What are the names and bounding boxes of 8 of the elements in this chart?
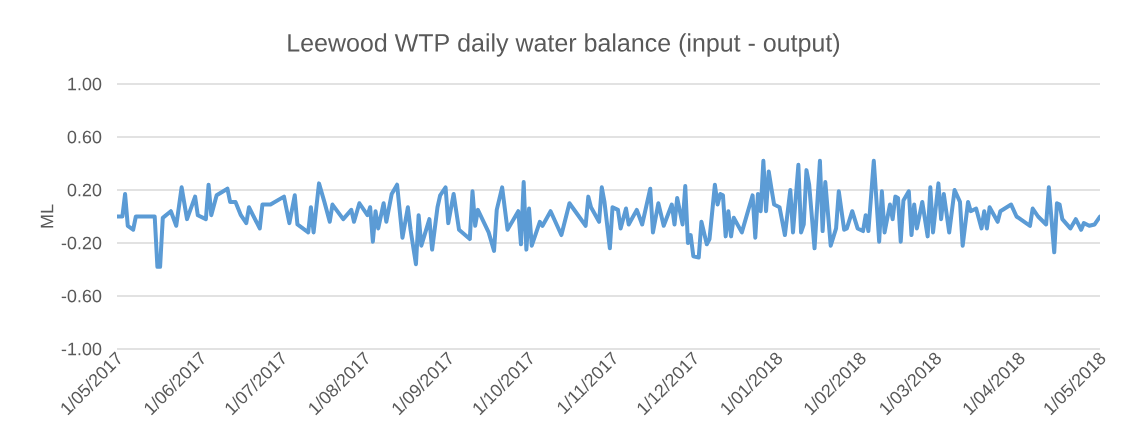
y-tick-label: -0.20 bbox=[61, 236, 102, 250]
line-series bbox=[117, 158, 1101, 269]
y-tick-label: 0.20 bbox=[67, 183, 102, 197]
y-tick-label: -0.60 bbox=[61, 289, 102, 303]
y-tick-label: 0.60 bbox=[67, 130, 102, 144]
chart-title: Leewood WTP daily water balance (input - output) bbox=[288, 33, 840, 57]
y-axis-title: ML bbox=[40, 204, 54, 228]
y-tick-label: 1.00 bbox=[68, 77, 102, 91]
